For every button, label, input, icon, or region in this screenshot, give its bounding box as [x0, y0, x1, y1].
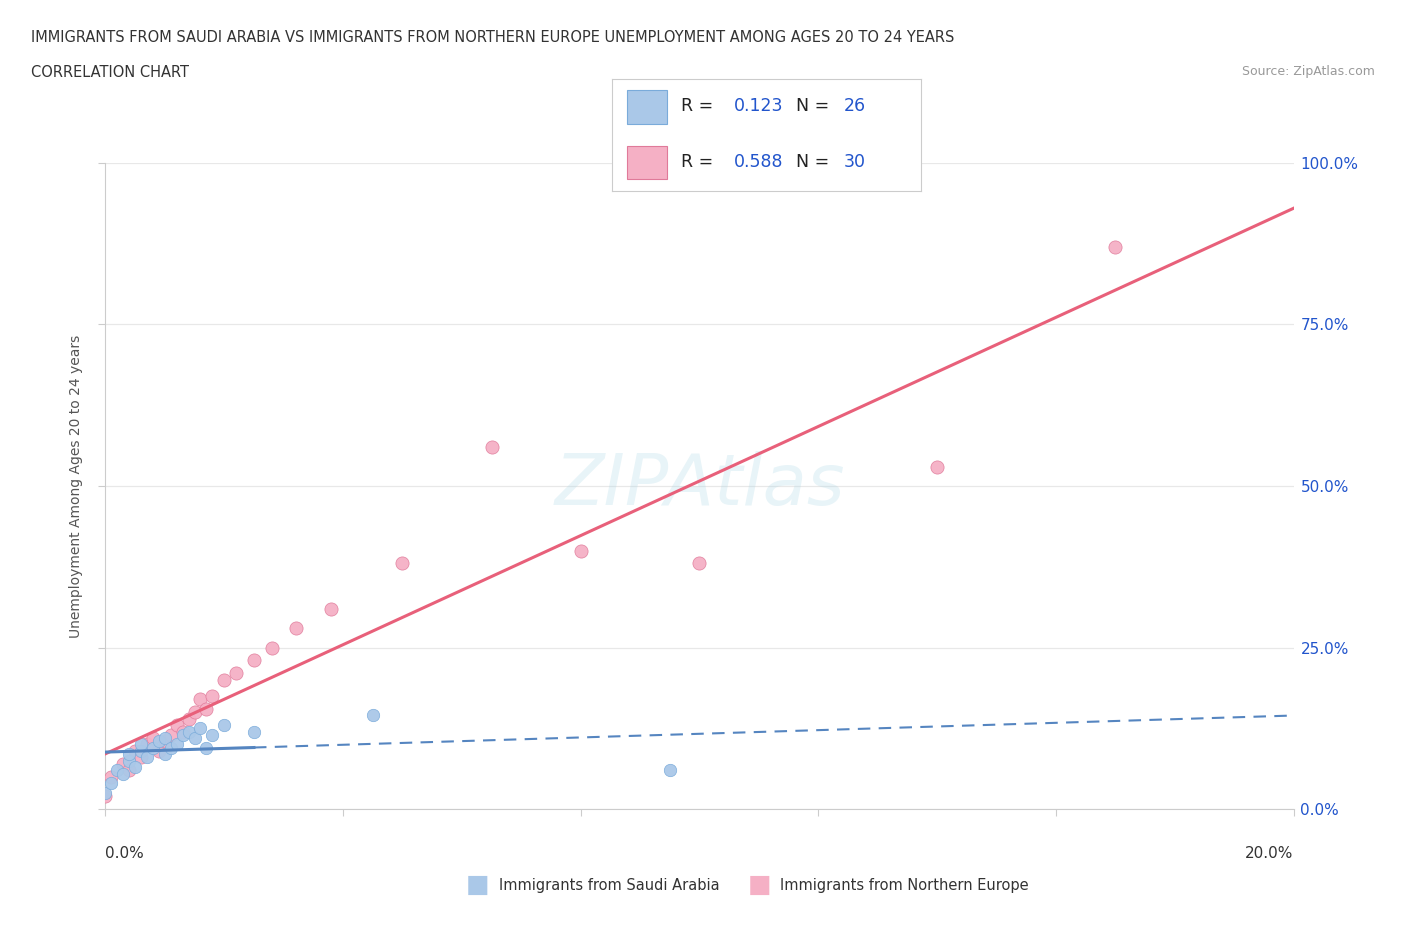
Text: 0.588: 0.588: [734, 153, 783, 171]
Text: Source: ZipAtlas.com: Source: ZipAtlas.com: [1241, 65, 1375, 78]
Point: [142, 731, 165, 746]
Point: [124, 760, 146, 775]
Point: [243, 653, 266, 668]
Bar: [627, 146, 668, 179]
Point: [183, 731, 205, 746]
Point: [658, 763, 681, 777]
Point: [118, 747, 141, 762]
Point: [214, 718, 236, 733]
Point: [195, 701, 218, 716]
Point: [118, 753, 141, 768]
Point: [214, 672, 236, 687]
Text: 30: 30: [844, 153, 866, 171]
Text: Immigrants from Northern Europe: Immigrants from Northern Europe: [780, 878, 1029, 893]
Point: [148, 743, 170, 758]
Point: [136, 737, 159, 751]
Point: [148, 734, 170, 749]
Text: 0.0%: 0.0%: [105, 846, 145, 861]
Point: [105, 763, 128, 777]
Point: [201, 727, 224, 742]
Point: [100, 769, 122, 784]
Point: [201, 688, 224, 703]
Text: IMMIGRANTS FROM SAUDI ARABIA VS IMMIGRANTS FROM NORTHERN EUROPE UNEMPLOYMENT AMO: IMMIGRANTS FROM SAUDI ARABIA VS IMMIGRAN…: [31, 30, 955, 45]
Text: N =: N =: [796, 153, 834, 171]
Point: [129, 737, 152, 751]
Text: ZIPAtlas: ZIPAtlas: [554, 451, 845, 521]
Point: [689, 556, 711, 571]
Y-axis label: Unemployment Among Ages 20 to 24 years: Unemployment Among Ages 20 to 24 years: [69, 334, 83, 638]
Point: [391, 556, 413, 571]
Bar: [627, 90, 668, 124]
Text: 0.123: 0.123: [734, 98, 783, 115]
Point: [177, 724, 200, 739]
Point: [112, 766, 135, 781]
Point: [153, 731, 176, 746]
Point: [153, 734, 176, 749]
Text: 20.0%: 20.0%: [1246, 846, 1294, 861]
Text: N =: N =: [796, 98, 834, 115]
Text: R =: R =: [682, 153, 718, 171]
Point: [177, 711, 200, 726]
Point: [100, 776, 122, 790]
Point: [94, 786, 117, 801]
Point: [195, 740, 218, 755]
Point: [136, 750, 159, 764]
Point: [927, 459, 949, 474]
Point: [569, 543, 592, 558]
Point: [321, 602, 343, 617]
Point: [260, 640, 283, 655]
Text: CORRELATION CHART: CORRELATION CHART: [31, 65, 188, 80]
Text: R =: R =: [682, 98, 718, 115]
Text: Immigrants from Saudi Arabia: Immigrants from Saudi Arabia: [499, 878, 720, 893]
Point: [172, 727, 194, 742]
Point: [1104, 239, 1126, 254]
Point: [225, 666, 247, 681]
Point: [243, 724, 266, 739]
Text: 26: 26: [844, 98, 866, 115]
Point: [183, 705, 205, 720]
Point: [153, 747, 176, 762]
Point: [190, 692, 212, 707]
Text: ■: ■: [467, 873, 489, 897]
Text: ■: ■: [748, 873, 770, 897]
Point: [112, 756, 135, 771]
Point: [159, 740, 181, 755]
Point: [124, 743, 146, 758]
Point: [129, 743, 152, 758]
Point: [190, 721, 212, 736]
Point: [361, 708, 384, 723]
Point: [129, 750, 152, 764]
Point: [481, 440, 503, 455]
Point: [166, 737, 188, 751]
Point: [166, 718, 188, 733]
Point: [142, 740, 165, 755]
Point: [118, 763, 141, 777]
Point: [284, 620, 307, 635]
Point: [94, 789, 117, 804]
Point: [159, 727, 181, 742]
Point: [172, 724, 194, 739]
